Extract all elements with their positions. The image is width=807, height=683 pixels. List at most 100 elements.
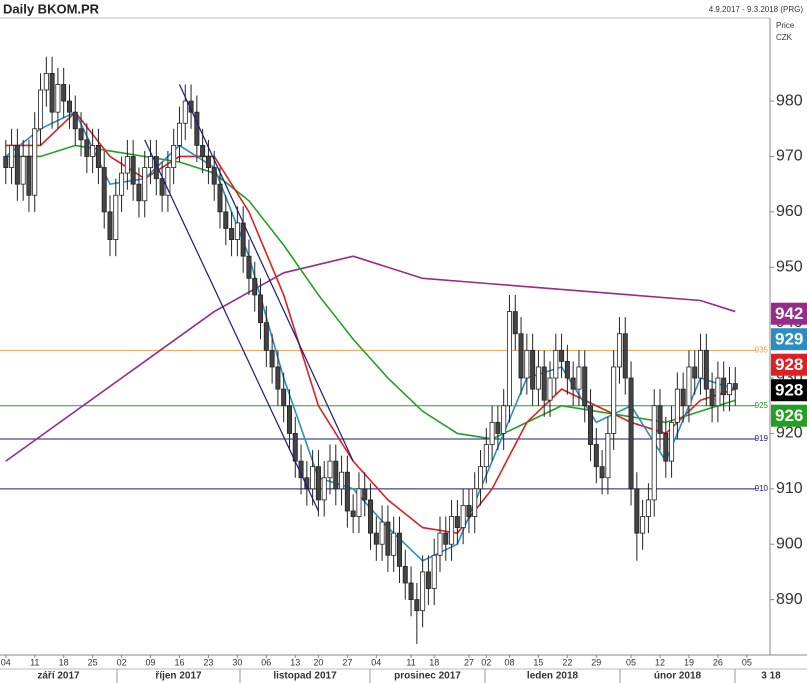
candle-body [188,100,194,113]
candle-body [593,444,599,468]
candle-body [368,499,374,534]
candle-body [663,433,669,462]
x-tick-label: 29 [591,657,601,667]
candle-body [709,388,715,407]
x-tick-label: 16 [174,657,184,667]
currency: CZK [776,33,793,42]
x-tick-label: 05 [626,657,636,667]
candle-body [605,433,611,479]
y-tick-label: 980 [776,92,803,109]
x-tick-label: 18 [59,657,69,667]
x-tick-label: 11 [30,657,39,667]
candle-body [327,460,333,479]
candle-body [530,349,536,390]
candle-body [258,294,264,324]
price-badge [771,404,807,427]
candle-body [640,516,646,534]
candle-body [49,72,55,113]
x-tick-label: 04 [371,657,381,667]
candle-body [692,366,698,379]
candle-body [547,377,553,401]
price-badge [771,353,807,376]
candle-body [651,405,657,501]
candle-body [107,211,113,240]
y-tick-label: 910 [776,480,803,497]
candle-body [217,183,223,213]
candle-body [211,167,217,185]
price-badge-label: 928 [775,381,803,400]
candle-body [165,167,171,196]
price-badge-label: 928 [775,355,803,374]
x-tick-label: 27 [464,657,474,667]
x-tick-label: 02 [117,657,127,667]
month-label: září 2017 [37,671,80,682]
candle-body [454,516,460,528]
x-tick-label: 02 [481,657,491,667]
candle-body [84,139,90,157]
candle-body [495,421,501,434]
price-badge-label: 929 [775,330,803,349]
candle-body [176,122,182,146]
candle-body [142,167,148,202]
candle-body [153,156,159,180]
candle-body [159,178,165,196]
x-tick-label: 25 [88,657,98,667]
candle-body [732,383,738,390]
candle-body [669,421,675,462]
candle-body [611,366,617,434]
candle-body [385,521,391,556]
candle-body [396,532,402,567]
price-badge [771,379,807,402]
candle-body [182,100,188,124]
candle-body [449,516,455,545]
x-tick-label: 09 [146,657,156,667]
candle-body [576,366,582,390]
y-tick-label: 950 [776,258,803,275]
candle-body [559,349,565,362]
candle-body [321,477,327,501]
candle-body [281,388,287,407]
candle-body [437,532,443,556]
candle-body [535,366,541,390]
level-label: 919 [755,434,769,443]
candle-body [240,222,246,257]
candle-body [524,349,530,379]
candle-body [9,144,15,168]
candle-body [136,183,142,202]
candle-body [119,172,125,196]
candle-body [66,100,72,113]
candle-body [275,366,281,390]
month-label: říjen 2017 [155,671,202,682]
candle-body [113,194,119,240]
x-tick-label: 22 [562,657,572,667]
x-tick-label: 13 [290,657,300,667]
month-label: 3 18 [761,671,781,682]
candle-body [234,222,240,240]
candle-body [570,377,576,390]
candle-body [680,388,686,407]
candle-body [205,156,211,168]
candle-body [171,144,177,168]
month-label: listopad 2017 [273,671,337,682]
candle-body [252,277,258,296]
candle-body [55,84,61,113]
candle-body [356,488,362,517]
candle-body [124,156,130,174]
axis-title: Price [776,21,795,30]
candle-body [379,521,385,545]
candle-body [408,582,414,601]
candle-body [466,505,472,517]
candle-body [78,128,84,141]
candle-body [391,532,397,556]
x-tick-label: 23 [203,657,213,667]
level-label: 910 [755,484,769,493]
x-tick-label: 19 [684,657,694,667]
candle-body [148,156,154,168]
candle-body [553,349,559,379]
candle-body [478,466,484,490]
candle-body [130,156,136,185]
candle-body [72,111,78,130]
candle-body [90,144,96,157]
x-tick-label: 12 [655,657,665,667]
